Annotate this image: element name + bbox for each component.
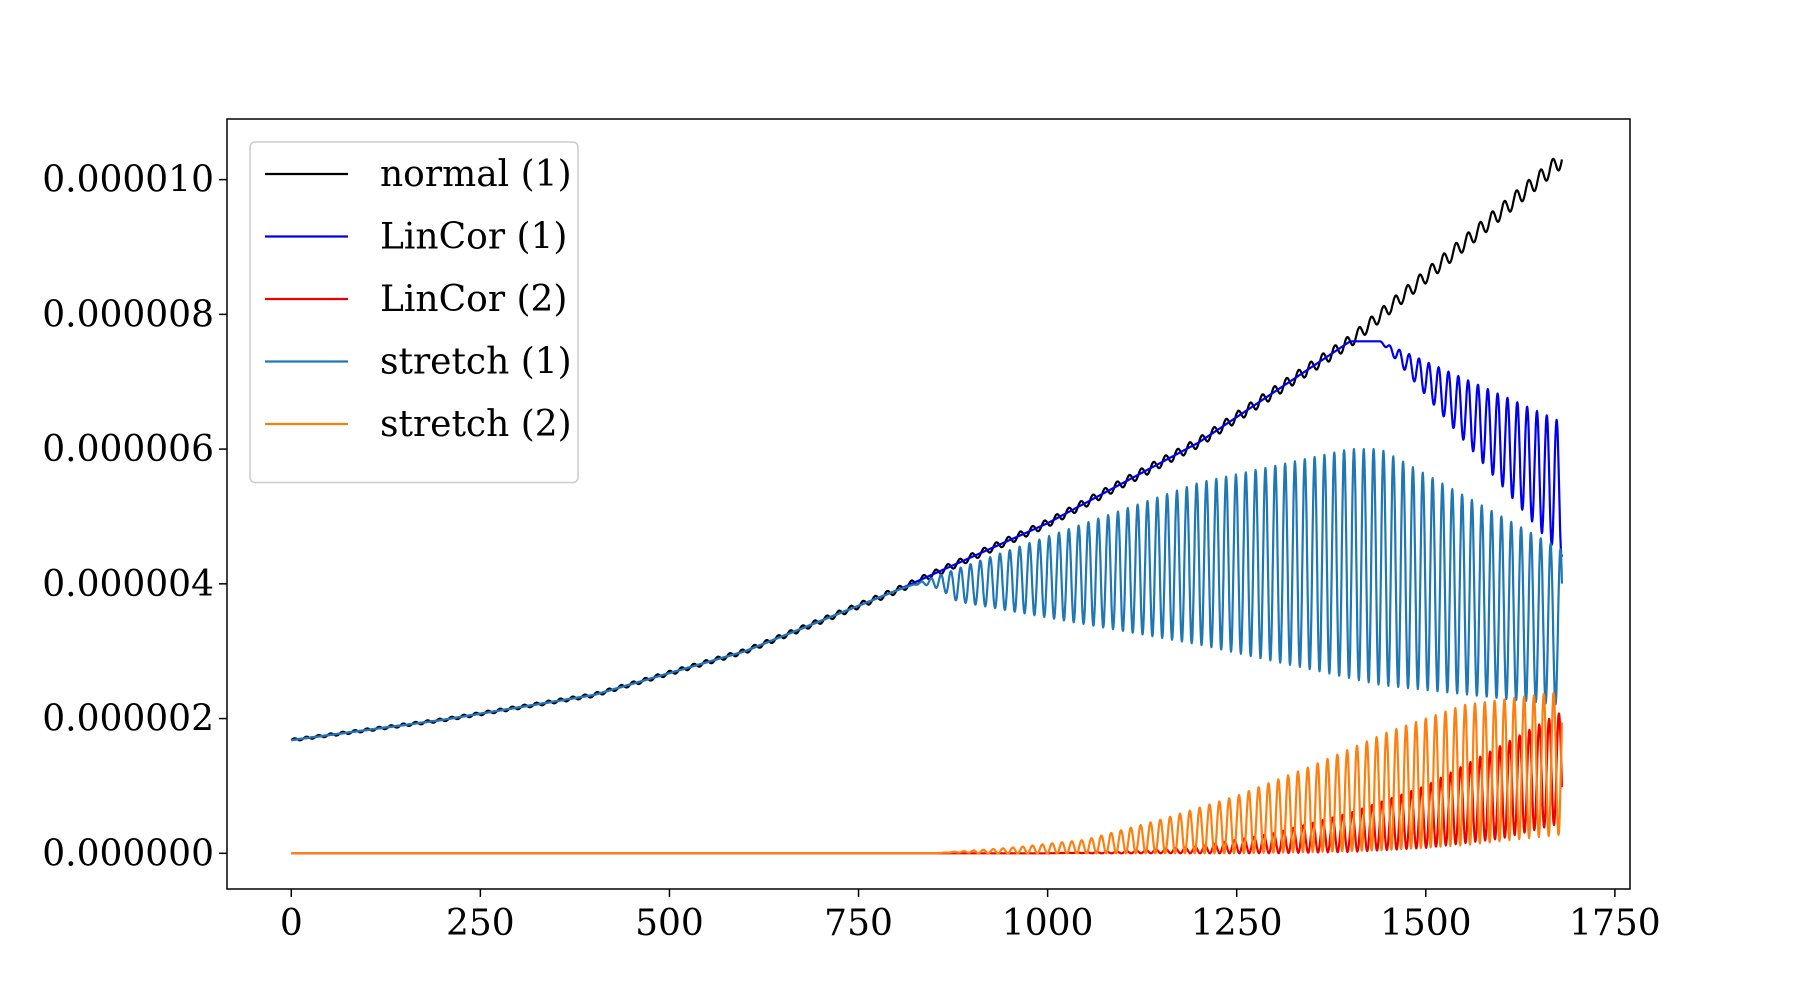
- legend-label: LinCor (1): [380, 217, 567, 258]
- x-tick-label: 250: [446, 903, 515, 944]
- x-tick-label: 1500: [1380, 903, 1472, 944]
- legend: normal (1) LinCor (1) LinCor (2) stretch (1…: [249, 141, 579, 484]
- y-tick-label: 0.000000: [42, 833, 214, 874]
- x-tick-label: 750: [824, 903, 893, 944]
- x-tick-label: 1000: [1002, 903, 1094, 944]
- series-line-3: [290, 448, 1563, 742]
- series-layer: [290, 157, 1563, 855]
- y-tick-label: 0.000002: [42, 699, 214, 740]
- legend-box: [249, 141, 579, 484]
- x-axis: 0 250 500 750 1000 1250 1500 1750: [280, 889, 1661, 944]
- y-axis: 0.000000 0.000002 0.000004 0.000006 0.000008…: [42, 160, 227, 874]
- y-tick-label: 0.000010: [42, 160, 214, 201]
- legend-label: stretch (2): [380, 404, 572, 445]
- x-tick-label: 0: [280, 903, 303, 944]
- series-line-4: [290, 691, 1563, 855]
- legend-label: LinCor (2): [380, 279, 567, 320]
- x-tick-label: 1750: [1569, 903, 1661, 944]
- x-tick-label: 1250: [1191, 903, 1283, 944]
- y-tick-label: 0.000008: [42, 294, 214, 335]
- x-tick-label: 500: [635, 903, 704, 944]
- y-tick-label: 0.000004: [42, 564, 214, 605]
- plot-frame: [226, 118, 1631, 890]
- legend-label: stretch (1): [380, 342, 572, 383]
- legend-label: normal (1): [380, 154, 572, 195]
- y-tick-label: 0.000006: [42, 429, 214, 470]
